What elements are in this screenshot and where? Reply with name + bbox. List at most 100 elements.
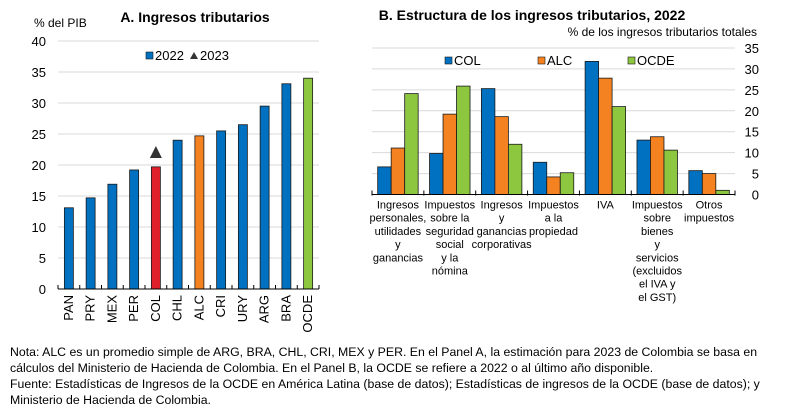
bar-cri [216,130,227,290]
bar-pan [63,207,74,290]
y-tick-label: 25 [32,127,46,142]
x-category-label-line: a la [545,213,564,225]
marker-2023-col [149,145,162,158]
legend-label-alc: ALC [547,53,572,68]
y-tick-label: 10 [745,146,759,161]
x-category-label-line: y [395,239,401,251]
bar-alc [546,176,561,195]
bar-alc [701,173,717,195]
bar-alc [598,77,613,195]
x-category-label-line: bienes [641,226,674,238]
bar-ocde [507,143,523,195]
y-tick-label: 0 [752,188,759,203]
x-category-label-line: nómina [432,266,469,278]
y-tick-label: 35 [32,65,46,80]
panel-b-title: B. Estructura de los ingresos tributario… [379,7,686,23]
bar-arg [259,105,270,290]
panel-a-y-axis-label: % del PIB [34,16,87,30]
bar-col [532,161,548,195]
bar-ocde [303,77,314,290]
x-tick-label: COL [148,295,163,322]
x-category-label: Impuestos sobre bienes y servicios (excluidos… [632,200,683,304]
bar-col [429,153,444,195]
y-tick-label: 20 [32,158,46,173]
x-category-label-line: sobre la [430,213,470,225]
figure-notes: Nota: ALC es un promedio simple de ARG, … [10,344,785,408]
bar-alc [494,116,509,195]
figure: A. Ingresos tributarios % del PIB 0 5 10 15… [32,7,759,333]
x-category-label-line: ganancias [373,252,424,264]
bar-chl [172,139,183,290]
bar-ocde [663,149,678,195]
x-category-label-line: Impuestos [424,200,475,212]
bar-col [150,166,161,290]
bar-ocde [715,189,730,195]
panel-a-y-ticks: 0 5 10 15 20 25 30 35 40 [32,34,46,297]
y-tick-label: 30 [32,96,46,111]
x-category-label-line: servicios [636,252,679,264]
x-category-label-line: seguridad [426,226,474,238]
panel-a-legend: 2022 2023 [145,48,229,63]
y-tick-label: 15 [745,125,759,140]
x-tick-label: PER [126,295,141,322]
x-tick-label: BRA [278,295,293,322]
y-tick-label: 20 [745,104,759,119]
x-category-label: Impuestos a la propiedad [528,200,579,238]
x-category-label-line: Impuestos [632,200,683,212]
x-category-label: IVA [597,200,615,212]
x-category-label-line: Ingresos [377,200,420,212]
bar-mex [107,183,118,290]
y-tick-label: 10 [32,220,46,235]
x-category-label-line: propiedad [529,226,578,238]
panel-a-x-axis [57,285,320,290]
x-tick-label: MEX [104,295,119,324]
panel-b-y-axis-label: % de los ingresos tributarios totales [568,25,757,39]
bar-alc [194,135,205,290]
x-tick-label: PAN [61,295,76,321]
x-tick-label: CRI [213,295,228,317]
x-category-label: Ingresos personales, utilidades y ganancias [369,200,426,265]
x-tick-label: PRY [83,295,98,322]
panel-b-x-labels: Ingresos personales, utilidades y gananciasI… [369,200,734,304]
note-line: Nota: ALC es un promedio simple de ARG, … [10,345,758,359]
legend-label-2022: 2022 [155,48,184,63]
x-category-label-line: personales, [369,213,426,225]
y-tick-label: 35 [745,41,759,56]
panel-a-markers [149,145,162,158]
y-tick-label: 0 [39,282,46,297]
x-category-label-line: impuestos [684,213,735,225]
x-tick-label: URY [235,295,250,323]
x-category-label-line: sobre [643,213,671,225]
x-category-label-line: y la [441,252,459,264]
bar-col [377,166,392,195]
bar-col [688,170,703,195]
note-line: cálculos del Ministerio de Hacienda de C… [10,361,654,375]
panel-a-x-labels: PAN PRY MEX PER COL CHL ALC CRI URY ARG BRA OCDE [61,295,315,333]
y-tick-label: 30 [745,62,759,77]
legend-label-2023: 2023 [200,48,229,63]
panel-b-y-ticks: 0 5 10 15 20 25 30 35 [745,41,759,203]
y-tick-label: 40 [32,34,46,49]
source-line: Ministerio de Hacienda de Colombia. [10,393,211,407]
bar-alc [442,113,457,195]
bar-alc [650,136,665,195]
x-category-label-line: IVA [597,200,615,212]
x-tick-label: CHL [170,295,185,321]
bar-ocde [611,106,627,195]
bar-ocde [456,85,471,195]
bar-pry [85,197,96,290]
x-category-label-line: Ingresos [481,200,524,212]
bar-alc [390,147,406,195]
x-category-label-line: Impuestos [528,200,579,212]
x-category-label-line: y [654,239,660,251]
panel-b-chart: B. Estructura de los ingresos tributario… [369,7,759,304]
legend-label-col: COL [454,53,481,68]
panel-a-bars [63,77,314,290]
y-tick-label: 25 [745,83,759,98]
x-category-label-line: el GST) [638,292,676,304]
legend-swatch-2022 [145,51,154,60]
x-tick-label: ALC [191,295,206,320]
x-category-label-line: corporativas [472,239,532,251]
bar-per [129,169,140,290]
x-category-label-line: utilidades [375,226,422,238]
